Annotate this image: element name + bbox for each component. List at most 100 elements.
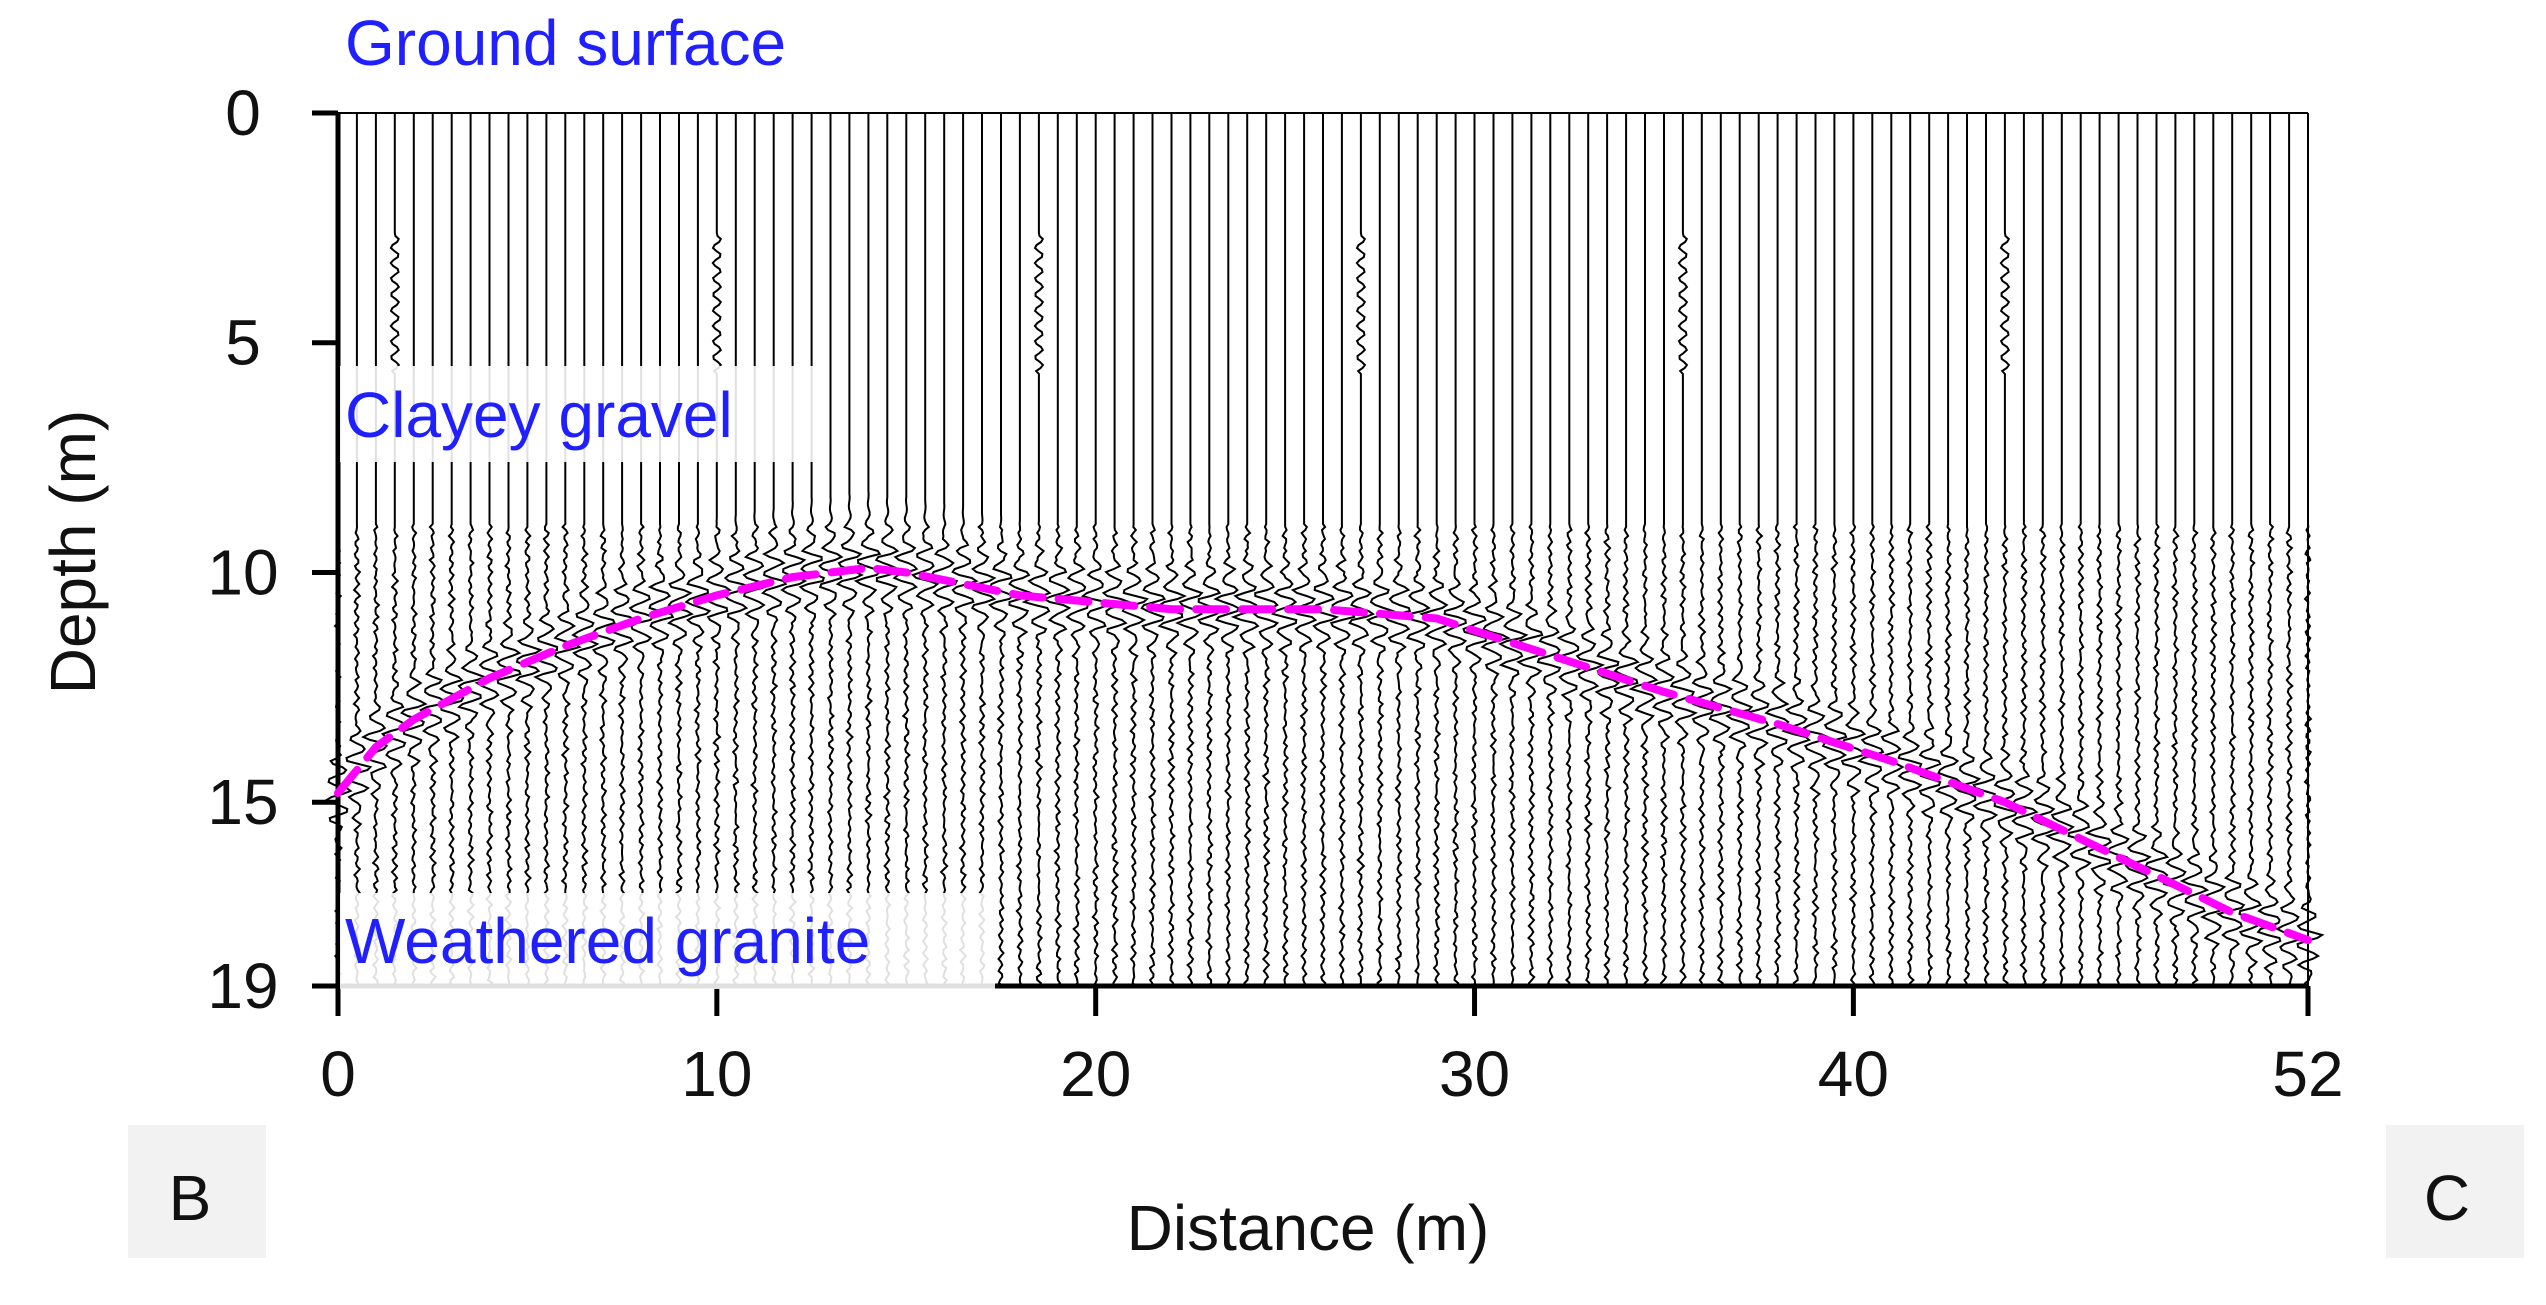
seismic-trace [1628, 113, 1659, 987]
x-tick-label: 40 [1818, 1038, 1889, 1110]
seismic-trace [1953, 113, 1982, 987]
seismic-trace [1555, 113, 1584, 987]
seismic-trace [780, 113, 808, 987]
y-tick-label: 5 [225, 307, 261, 379]
panel-label-c: C [2424, 1162, 2470, 1234]
seismic-trace [457, 113, 488, 987]
seismic-trace [2275, 113, 2306, 987]
seismic-trace [1764, 113, 1790, 987]
seismic-trace [1516, 113, 1544, 987]
seismic-trace [400, 113, 428, 987]
seismic-trace [1140, 113, 1167, 987]
seismic-trace [2106, 113, 2133, 987]
seismic-trace [2238, 113, 2264, 987]
seismic-trace [1934, 113, 1962, 987]
seismic-trace [1575, 113, 1606, 987]
seismic-trace [360, 113, 389, 987]
seismic-trace [1401, 113, 1431, 987]
seismic-trace [1480, 113, 1511, 987]
annotation-clayey-gravel: Clayey gravel [345, 379, 733, 451]
seismic-trace [1802, 113, 1830, 987]
seismic-trace [2296, 113, 2325, 987]
seismic-trace [1383, 113, 1412, 987]
seismic-trace [2067, 113, 2092, 987]
seismic-trace [930, 113, 959, 987]
seismic-trace [1840, 113, 1867, 987]
seismic-trace [1918, 113, 1942, 987]
panel-labels: B C [128, 1125, 2524, 1258]
seismic-trace [666, 113, 694, 987]
seismic-trace [1042, 113, 1072, 987]
seismic-trace [1649, 113, 1677, 987]
seismic-trace [496, 113, 522, 987]
seismic-trace [2143, 113, 2170, 987]
seismic-trace [1290, 113, 1318, 987]
seismic-trace [1197, 113, 1222, 987]
seismic-trace [1063, 113, 1089, 987]
seismic-trace [533, 113, 559, 987]
seismic-trace [988, 113, 1015, 987]
seismic-trace [1688, 113, 1715, 987]
seismic-trace [1329, 113, 1356, 987]
seismic-trace [1781, 113, 1811, 987]
seismic-trace [2162, 113, 2189, 987]
seismic-trace [419, 113, 447, 987]
series-layer [334, 563, 2312, 945]
seismic-trace [1419, 113, 1449, 987]
seismic-trace [1725, 113, 1754, 987]
panel-label-c-box [2386, 1125, 2524, 1258]
y-tick-label: 0 [225, 77, 261, 149]
y-tick-label: 15 [207, 766, 278, 838]
panel-label-b: B [169, 1162, 212, 1234]
seismic-trace [1744, 113, 1770, 987]
seismic-trace [761, 113, 788, 987]
seismic-trace [970, 113, 997, 987]
annotation-clayey-gravel-bg [340, 366, 818, 462]
seismic-trace [684, 113, 712, 987]
seismic-trace [1021, 113, 1052, 987]
seismic-trace [553, 113, 582, 987]
seismic-trace [835, 113, 864, 987]
seismic-trace [874, 113, 900, 987]
seismic-trace [1669, 113, 1698, 987]
annotations: Ground surface Clayey gravel Weathered g… [340, 7, 995, 989]
seismic-trace [1857, 113, 1885, 987]
seismic-trace [742, 113, 770, 986]
seismic-trace [951, 113, 979, 987]
seismic-trace [1594, 113, 1621, 987]
seismic-trace [1821, 113, 1848, 987]
seismic-trace [628, 113, 655, 987]
x-axis-label: Distance (m) [1127, 1192, 1490, 1264]
seismic-trace [1498, 113, 1529, 987]
seismic-trace [1536, 113, 1562, 987]
seismic-trace [1080, 113, 1110, 987]
y-tick-label: 19 [207, 950, 278, 1022]
x-tick-label: 20 [1060, 1038, 1131, 1110]
seismic-trace [380, 113, 407, 987]
seismic-trace [1876, 113, 1905, 987]
seismic-trace [1366, 113, 1395, 987]
seismic-trace [723, 113, 754, 987]
seismic-trace [571, 113, 600, 987]
seismic-trace [1613, 113, 1640, 987]
x-tick-label: 0 [320, 1038, 356, 1110]
seismic-trace [1101, 113, 1132, 987]
axes: 0 5 10 15 19 0 10 20 30 40 52 [207, 77, 2343, 1110]
seismic-trace [798, 113, 826, 987]
seismic-trace [474, 113, 504, 987]
seismic-trace [2200, 113, 2228, 987]
seismic-trace [647, 113, 675, 987]
annotation-ground-surface: Ground surface [345, 7, 786, 79]
seismic-trace [1708, 113, 1737, 987]
axis-titles: Distance (m) Depth (m) [37, 410, 1489, 1264]
seismic-trace [1008, 113, 1033, 987]
seismic-trace [2179, 113, 2210, 987]
seismic-trace [1972, 113, 1999, 987]
seismic-trace [1461, 113, 1487, 987]
x-tick-label: 30 [1439, 1038, 1510, 1110]
interface-line [334, 563, 2312, 945]
seismic-trace [2044, 113, 2075, 987]
seismic-trace [1157, 113, 1187, 987]
seismic-trace [1271, 113, 1298, 987]
x-tick-label: 10 [681, 1038, 752, 1110]
